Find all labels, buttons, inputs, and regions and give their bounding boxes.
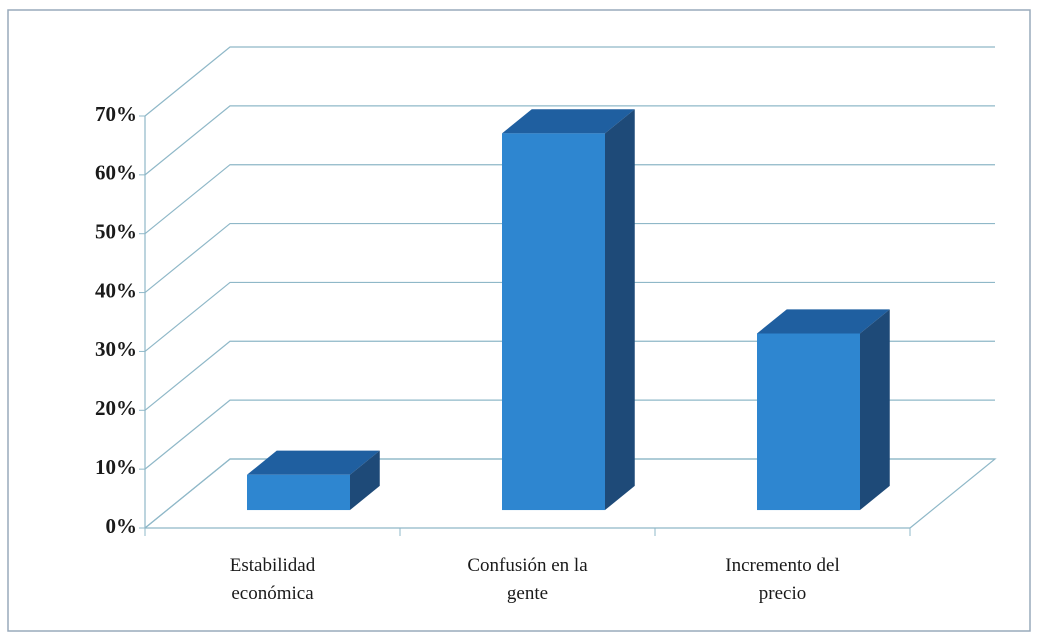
grid-line: [144, 281, 995, 352]
grid-line: [144, 399, 995, 470]
y-tick-label: 30%: [95, 337, 137, 361]
grid-line: [144, 222, 995, 294]
bar: [757, 333, 860, 511]
y-tick-label: 50%: [95, 220, 137, 244]
bar-top: [502, 109, 635, 134]
bar-side: [605, 109, 635, 511]
bar-top: [247, 450, 380, 475]
chart-border: [7, 9, 1031, 632]
bar-side: [860, 309, 890, 511]
x-tick-label: Confusión en la gente: [467, 555, 588, 604]
x-tick-label: Incremento del precio: [725, 555, 840, 604]
y-tick-label: 10%: [95, 455, 137, 479]
y-tick-label: 0%: [106, 514, 138, 538]
grid-line: [144, 458, 995, 529]
bar-side: [350, 450, 380, 511]
y-tick-label: 70%: [95, 102, 137, 126]
grid-line: [144, 105, 995, 176]
grid-line: [144, 164, 995, 235]
grid-line: [144, 46, 995, 117]
bar: [247, 474, 350, 511]
y-tick-label: 20%: [95, 396, 137, 420]
grid-line: [144, 340, 995, 411]
x-tick-label: Estabilidad económica: [229, 555, 316, 604]
bar: [502, 133, 605, 511]
y-tick-label: 60%: [95, 161, 137, 185]
y-tick-label: 40%: [95, 278, 137, 302]
bar-top: [757, 309, 890, 334]
